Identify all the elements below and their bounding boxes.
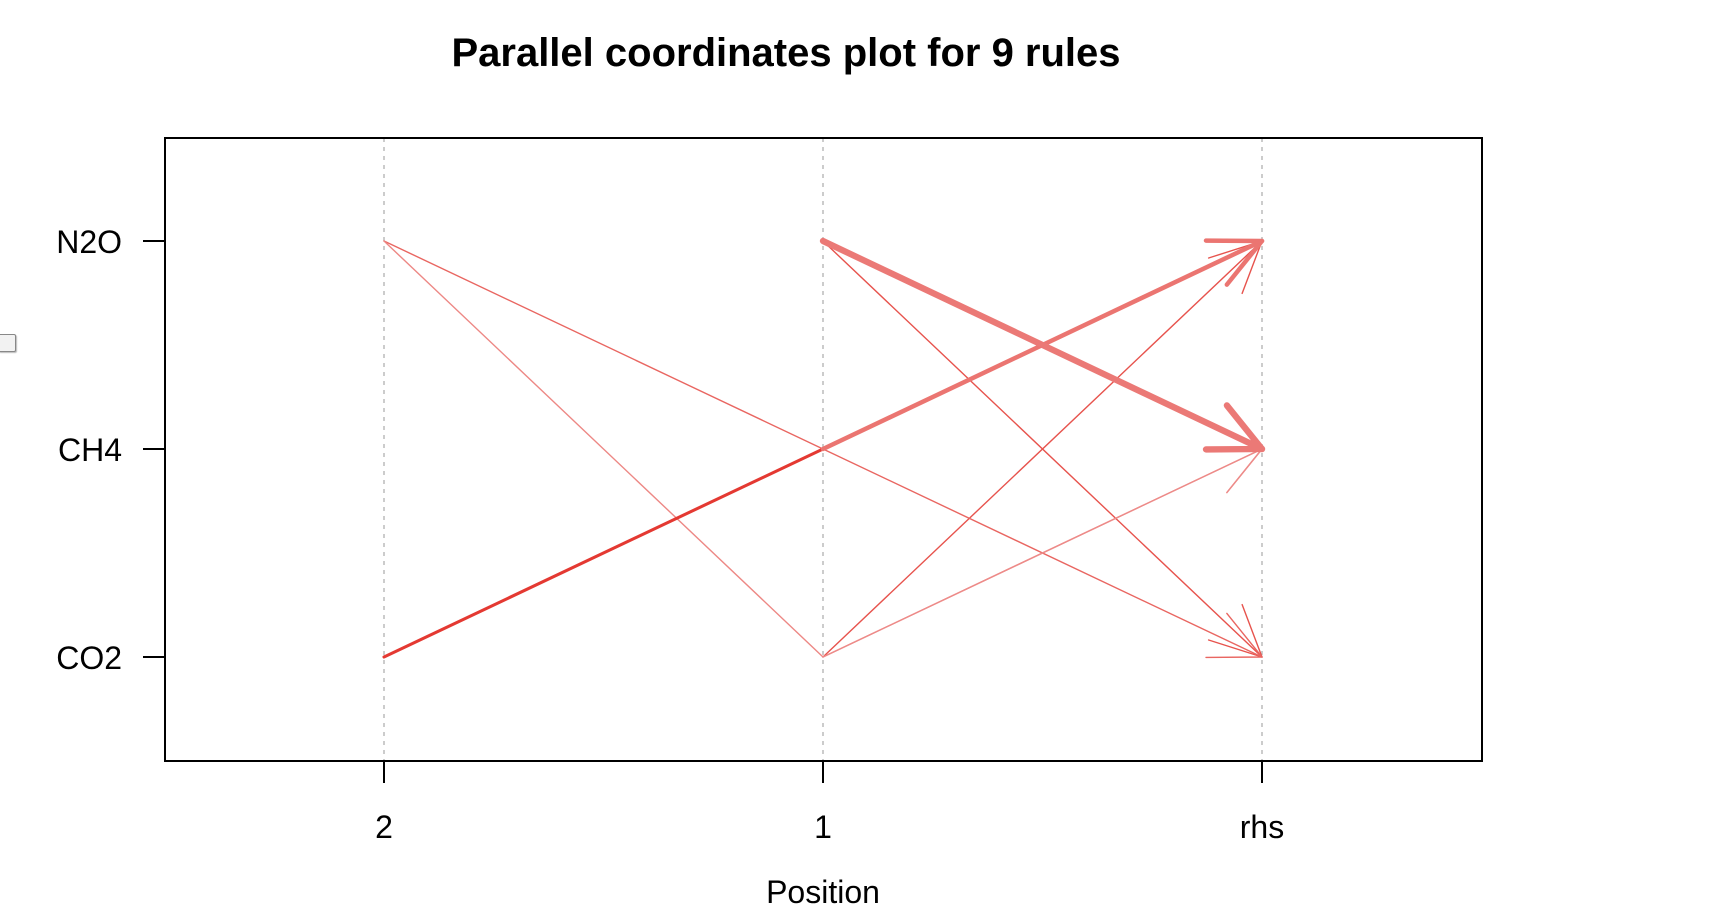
rule-arrowhead bbox=[1202, 402, 1266, 453]
rule-line bbox=[822, 448, 1263, 658]
rule-line bbox=[819, 237, 1266, 453]
y-tick-label: CO2 bbox=[56, 640, 122, 676]
rule-arrowhead bbox=[1205, 612, 1263, 659]
y-tick-label: CH4 bbox=[58, 432, 122, 468]
rule-arrowhead bbox=[1205, 447, 1263, 494]
x-tick-label: 2 bbox=[375, 809, 393, 845]
y-tick-label: N2O bbox=[56, 224, 122, 260]
chart-title: Parallel coordinates plot for 9 rules bbox=[451, 31, 1120, 75]
square-handle-icon[interactable] bbox=[0, 334, 16, 352]
x-tick-label: rhs bbox=[1240, 809, 1284, 845]
x-axis: 2 1 rhs bbox=[375, 761, 1284, 845]
y-axis: CO2 CH4 N2O bbox=[56, 224, 165, 676]
rule-1 bbox=[819, 237, 1266, 453]
rule-arrowhead bbox=[1203, 238, 1265, 287]
rule-arrowhead bbox=[1205, 447, 1263, 494]
x-tick-label: 1 bbox=[814, 809, 832, 845]
rule-line bbox=[822, 240, 1263, 658]
x-axis-label: Position bbox=[766, 874, 880, 910]
rule-lines bbox=[382, 237, 1266, 659]
